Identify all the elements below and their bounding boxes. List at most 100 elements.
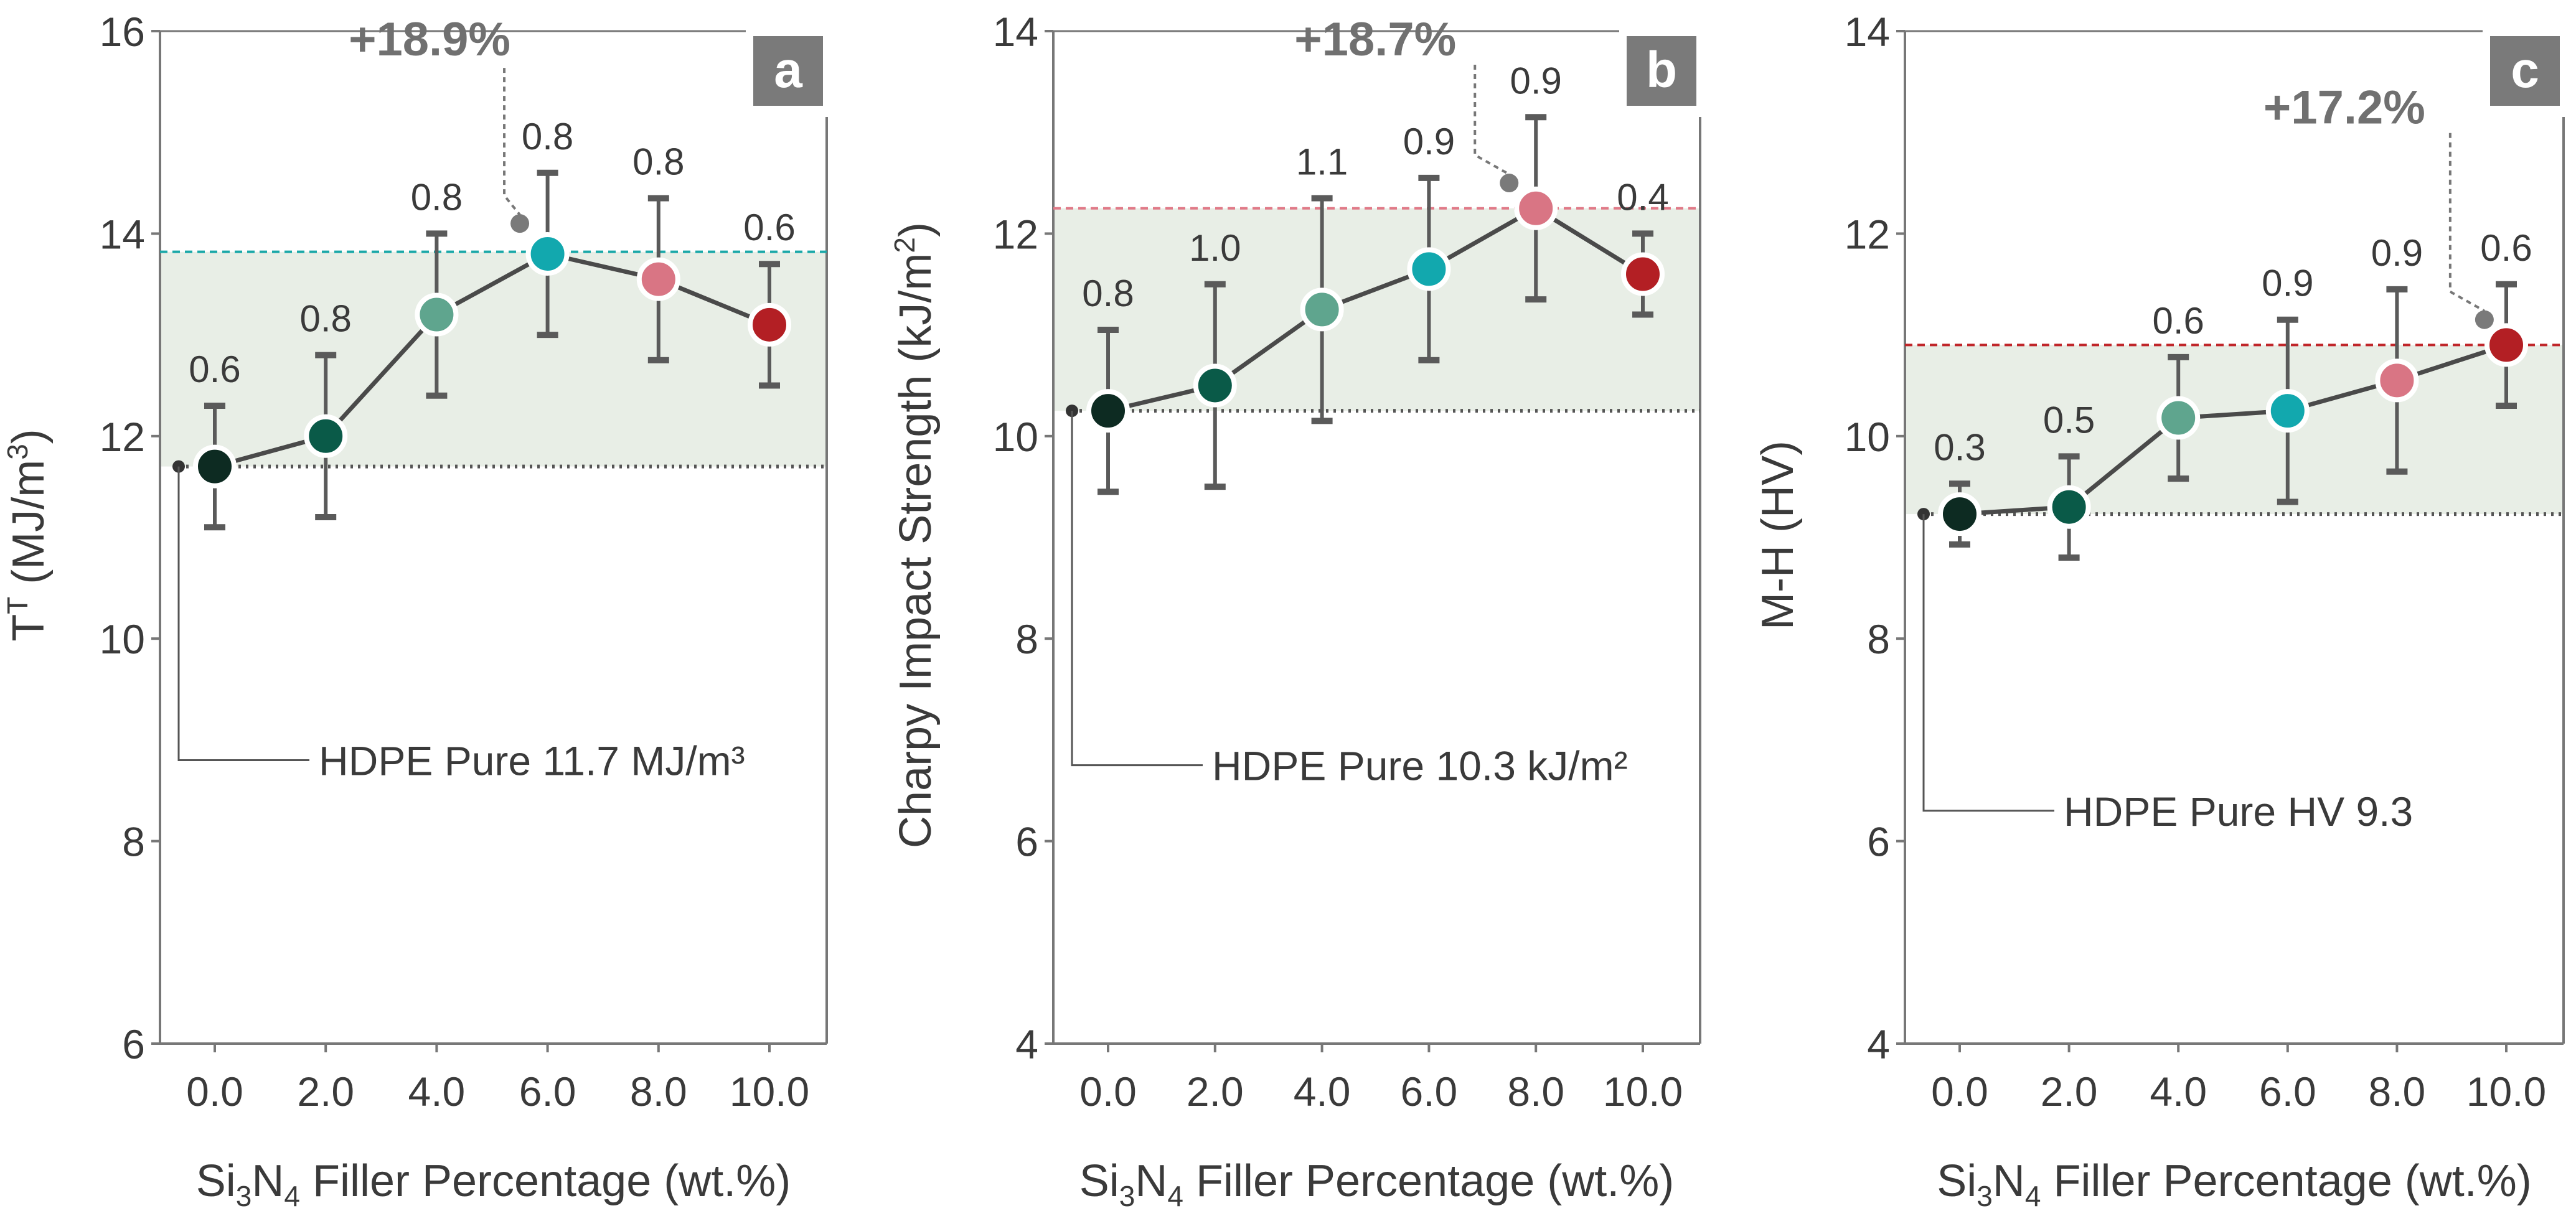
increase-leader-line xyxy=(1474,65,1510,175)
x-tick-label: 2.0 xyxy=(2041,1069,2098,1115)
data-point xyxy=(1938,492,1981,536)
data-point xyxy=(2484,323,2528,367)
y-axis-label-unit-superscript: 3 xyxy=(1,444,34,460)
data-point xyxy=(1621,252,1665,296)
y-axis-label-unit: (MJ/m xyxy=(4,460,54,597)
y-tick-label: 16 xyxy=(100,9,145,55)
panel-badge xyxy=(1627,36,1696,106)
error-value-label: 0.5 xyxy=(2043,399,2095,441)
y-tick-label: 10 xyxy=(1845,414,1890,460)
x-axis-label-subscript-3: 3 xyxy=(236,1180,252,1212)
improvement-band xyxy=(1053,208,1700,411)
data-point xyxy=(2265,389,2310,433)
error-value-label: 0.8 xyxy=(522,116,573,157)
error-value-label: 0.4 xyxy=(1617,176,1668,218)
x-tick-label: 0.0 xyxy=(1931,1069,1988,1115)
x-axis-label-subscript-4: 4 xyxy=(284,1180,300,1212)
panel-letter: b xyxy=(1646,42,1677,98)
data-point xyxy=(525,232,570,276)
y-axis-label-close: ) xyxy=(891,222,941,237)
y-tick-label: 6 xyxy=(1015,819,1038,865)
panel-b: 4 6 8 10 12 14 0.0 2.0 4.0 6.0 8.0 10.0 HDPE Pure 10… xyxy=(888,9,1701,1212)
reference-leader-line xyxy=(1922,514,2054,812)
error-value-label: 0.8 xyxy=(299,298,351,340)
error-value-label: 0.9 xyxy=(1510,60,1561,101)
y-axis-label: TT (MJ/m3) xyxy=(1,429,54,642)
reference-leader-line xyxy=(177,466,309,761)
y-tick-label: 6 xyxy=(1867,819,1890,865)
peak-marker xyxy=(1500,174,1519,193)
reference-leader-line xyxy=(1071,411,1203,767)
y-axis-label-superscript: T xyxy=(1,597,34,614)
x-tick-label: 8.0 xyxy=(1507,1069,1564,1115)
y-axis-label-unit-superscript: 2 xyxy=(888,237,921,253)
increase-label: +18.7% xyxy=(1294,13,1456,66)
y-tick-label: 10 xyxy=(100,616,145,662)
error-value-label: 1.0 xyxy=(1189,227,1241,269)
x-axis-label-si: Si xyxy=(1937,1156,1977,1206)
error-value-label: 1.1 xyxy=(1296,141,1348,182)
data-point xyxy=(748,302,791,347)
data-point xyxy=(415,292,459,337)
x-tick-label: 6.0 xyxy=(1401,1069,1458,1115)
error-value-label: 0.8 xyxy=(411,176,463,218)
increase-label: +17.2% xyxy=(2263,82,2425,134)
x-tick-label: 6.0 xyxy=(519,1069,576,1115)
error-value-label: 0.3 xyxy=(1934,426,1985,468)
y-tick-label: 12 xyxy=(993,211,1038,257)
data-point xyxy=(636,257,680,301)
x-tick-label: 8.0 xyxy=(2369,1069,2426,1115)
y-tick-label: 14 xyxy=(993,9,1038,55)
panel-badge xyxy=(753,36,823,106)
y-tick-label: 14 xyxy=(100,211,145,257)
reference-label: HDPE Pure HV 9.3 xyxy=(2064,788,2413,835)
y-tick-label: 8 xyxy=(1015,616,1038,662)
error-value-label: 0.6 xyxy=(2480,227,2532,269)
y-axis-label-text: Charpy Impact Strength (kJ/m xyxy=(891,253,941,848)
data-point xyxy=(1086,389,1130,433)
error-value-label: 0.9 xyxy=(1403,121,1455,162)
error-value-label: 0.8 xyxy=(1082,273,1134,314)
x-axis-label-rest: Filler Percentage (wt.%) xyxy=(2041,1156,2531,1206)
x-axis-label-si: Si xyxy=(1079,1156,1119,1206)
data-point xyxy=(2047,485,2091,529)
data-point xyxy=(1407,247,1451,291)
improvement-band xyxy=(160,251,827,467)
error-value-label: 0.8 xyxy=(632,141,684,182)
error-value-label: 0.9 xyxy=(2262,263,2313,304)
x-axis-label-rest: Filler Percentage (wt.%) xyxy=(300,1156,791,1206)
y-tick-label: 4 xyxy=(1015,1021,1038,1067)
increase-leader-line xyxy=(2448,133,2485,312)
x-axis-label: Si3N4 Filler Percentage (wt.%) xyxy=(1079,1156,1674,1212)
x-axis-label-subscript-3: 3 xyxy=(1977,1180,1993,1212)
error-value-label: 0.6 xyxy=(189,348,240,390)
y-tick-label: 8 xyxy=(1867,616,1890,662)
y-tick-label: 12 xyxy=(100,414,145,460)
error-value-label: 0.6 xyxy=(743,207,795,248)
panel-letter: a xyxy=(774,42,803,98)
x-axis-label-rest: Filler Percentage (wt.%) xyxy=(1183,1156,1674,1206)
y-axis-label-close: ) xyxy=(4,429,54,444)
y-tick-label: 6 xyxy=(122,1021,145,1067)
error-value-label: 0.6 xyxy=(2152,300,2204,342)
x-axis-label-n: N xyxy=(1135,1156,1167,1206)
x-tick-label: 0.0 xyxy=(186,1069,243,1115)
peak-marker xyxy=(510,214,530,233)
x-axis-label-subscript-3: 3 xyxy=(1119,1180,1135,1212)
x-axis-label-subscript-4: 4 xyxy=(1167,1180,1183,1212)
x-tick-label: 4.0 xyxy=(1294,1069,1351,1115)
x-tick-label: 0.0 xyxy=(1079,1069,1137,1115)
x-tick-label: 4.0 xyxy=(2150,1069,2207,1115)
peak-marker xyxy=(2475,310,2494,329)
x-tick-label: 2.0 xyxy=(1187,1069,1244,1115)
y-axis-label-text: M-H (HV) xyxy=(1753,441,1803,630)
y-tick-label: 4 xyxy=(1867,1021,1890,1067)
improvement-band xyxy=(1905,345,2564,515)
reference-label: HDPE Pure 10.3 kJ/m² xyxy=(1212,743,1628,789)
x-axis-label-n: N xyxy=(1993,1156,2025,1206)
x-tick-label: 10.0 xyxy=(2466,1069,2546,1115)
x-tick-label: 8.0 xyxy=(630,1069,687,1115)
data-point xyxy=(2156,396,2201,440)
data-point xyxy=(1514,186,1558,230)
